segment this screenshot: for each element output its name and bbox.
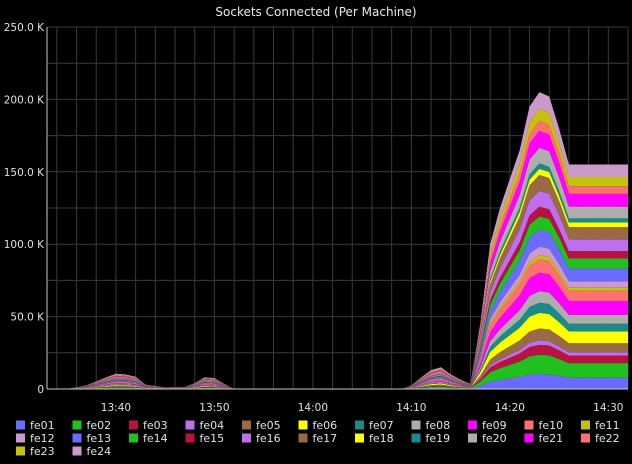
y-tick-label: 200.0 K xyxy=(4,94,45,106)
legend-swatch xyxy=(185,433,195,443)
legend-item-fe01: fe01 xyxy=(16,419,55,432)
legend-item-fe22: fe22 xyxy=(581,432,620,445)
chart-title: Sockets Connected (Per Machine) xyxy=(215,5,416,19)
legend-item-fe09: fe09 xyxy=(468,419,507,432)
legend-swatch xyxy=(242,433,251,443)
legend-item-fe04: fe04 xyxy=(185,419,225,432)
legend-item-fe15: fe15 xyxy=(185,432,225,445)
legend-label: fe02 xyxy=(87,419,112,432)
legend-swatch xyxy=(16,446,25,456)
legend-label: fe15 xyxy=(200,432,225,445)
legend-item-fe07: fe07 xyxy=(355,419,394,432)
legend-label: fe24 xyxy=(87,445,112,458)
legend-swatch xyxy=(16,420,25,430)
legend-item-fe23: fe23 xyxy=(16,445,55,458)
legend-label: fe05 xyxy=(256,419,281,432)
legend-swatch xyxy=(355,433,364,443)
legend-label: fe22 xyxy=(595,432,620,445)
legend-label: fe21 xyxy=(539,432,564,445)
legend-swatch xyxy=(468,433,477,443)
axis-layer xyxy=(46,27,628,390)
legend-label: fe03 xyxy=(143,419,168,432)
legend-swatch xyxy=(129,420,138,430)
legend-label: fe06 xyxy=(313,419,338,432)
legend-item-fe16: fe16 xyxy=(242,432,281,445)
legend-swatch xyxy=(16,433,25,443)
legend-swatch xyxy=(72,446,82,456)
x-tick-label: 13:50 xyxy=(199,402,229,414)
legend-item-fe21: fe21 xyxy=(524,432,564,445)
x-tick-label: 14:30 xyxy=(593,402,623,414)
legend-label: fe20 xyxy=(482,432,507,445)
area-layer xyxy=(66,92,628,390)
legend-label: fe17 xyxy=(313,432,338,445)
legend-item-fe02: fe02 xyxy=(72,419,112,432)
legend-label: fe09 xyxy=(482,419,507,432)
x-tick-label: 14:10 xyxy=(396,402,426,414)
x-tick-label: 14:00 xyxy=(298,402,328,414)
x-tick-label: 14:20 xyxy=(495,402,525,414)
legend-swatch xyxy=(298,433,308,443)
legend-label: fe13 xyxy=(87,432,112,445)
y-tick-label: 50.0 K xyxy=(10,312,45,324)
y-tick-label: 150.0 K xyxy=(4,167,45,179)
legend-item-fe24: fe24 xyxy=(72,445,112,458)
legend-item-fe10: fe10 xyxy=(524,419,564,432)
legend-swatch xyxy=(411,433,421,443)
y-tick-labels: 0 50.0 K 100.0 K 150.0 K 200.0 K 250.0 K xyxy=(4,22,45,396)
legend-label: fe11 xyxy=(595,419,620,432)
legend-label: fe01 xyxy=(30,419,55,432)
legend-label: fe18 xyxy=(369,432,394,445)
y-tick-label: 100.0 K xyxy=(4,239,45,251)
area-series-fe01 xyxy=(66,373,628,389)
legend-item-fe05: fe05 xyxy=(242,419,281,432)
legend-item-fe08: fe08 xyxy=(411,419,451,432)
legend: fe01 fe02 fe03 fe04 fe05 fe06 fe07 fe08 fe09 fe10… xyxy=(16,419,620,458)
legend-item-fe14: fe14 xyxy=(129,432,168,445)
legend-label: fe08 xyxy=(426,419,451,432)
legend-label: fe16 xyxy=(256,432,281,445)
legend-label: fe14 xyxy=(143,432,168,445)
legend-label: fe07 xyxy=(369,419,394,432)
legend-item-fe20: fe20 xyxy=(468,432,507,445)
legend-swatch xyxy=(524,433,534,443)
legend-swatch xyxy=(242,420,251,430)
legend-swatch xyxy=(411,420,421,430)
legend-swatch xyxy=(72,420,82,430)
legend-label: fe12 xyxy=(30,432,55,445)
legend-label: fe10 xyxy=(539,419,564,432)
legend-item-fe19: fe19 xyxy=(411,432,451,445)
legend-swatch xyxy=(72,433,82,443)
legend-swatch xyxy=(468,420,477,430)
legend-item-fe12: fe12 xyxy=(16,432,55,445)
legend-swatch xyxy=(298,420,308,430)
legend-item-fe03: fe03 xyxy=(129,419,168,432)
legend-label: fe19 xyxy=(426,432,451,445)
legend-swatch xyxy=(355,420,364,430)
legend-swatch xyxy=(185,420,195,430)
legend-label: fe04 xyxy=(200,419,225,432)
legend-swatch xyxy=(524,420,534,430)
legend-item-fe06: fe06 xyxy=(298,419,338,432)
legend-item-fe18: fe18 xyxy=(355,432,394,445)
legend-item-fe17: fe17 xyxy=(298,432,338,445)
x-tick-labels: 13:40 13:50 14:00 14:10 14:20 14:30 xyxy=(101,402,624,414)
legend-label: fe23 xyxy=(30,445,55,458)
legend-item-fe13: fe13 xyxy=(72,432,112,445)
legend-item-fe11: fe11 xyxy=(581,419,620,432)
y-tick-label: 250.0 K xyxy=(4,22,45,34)
legend-swatch xyxy=(129,433,138,443)
area-series-fe02 xyxy=(66,354,628,389)
legend-swatch xyxy=(581,420,590,430)
x-tick-label: 13:40 xyxy=(101,402,131,414)
y-tick-label: 0 xyxy=(37,384,44,396)
legend-swatch xyxy=(581,433,590,443)
